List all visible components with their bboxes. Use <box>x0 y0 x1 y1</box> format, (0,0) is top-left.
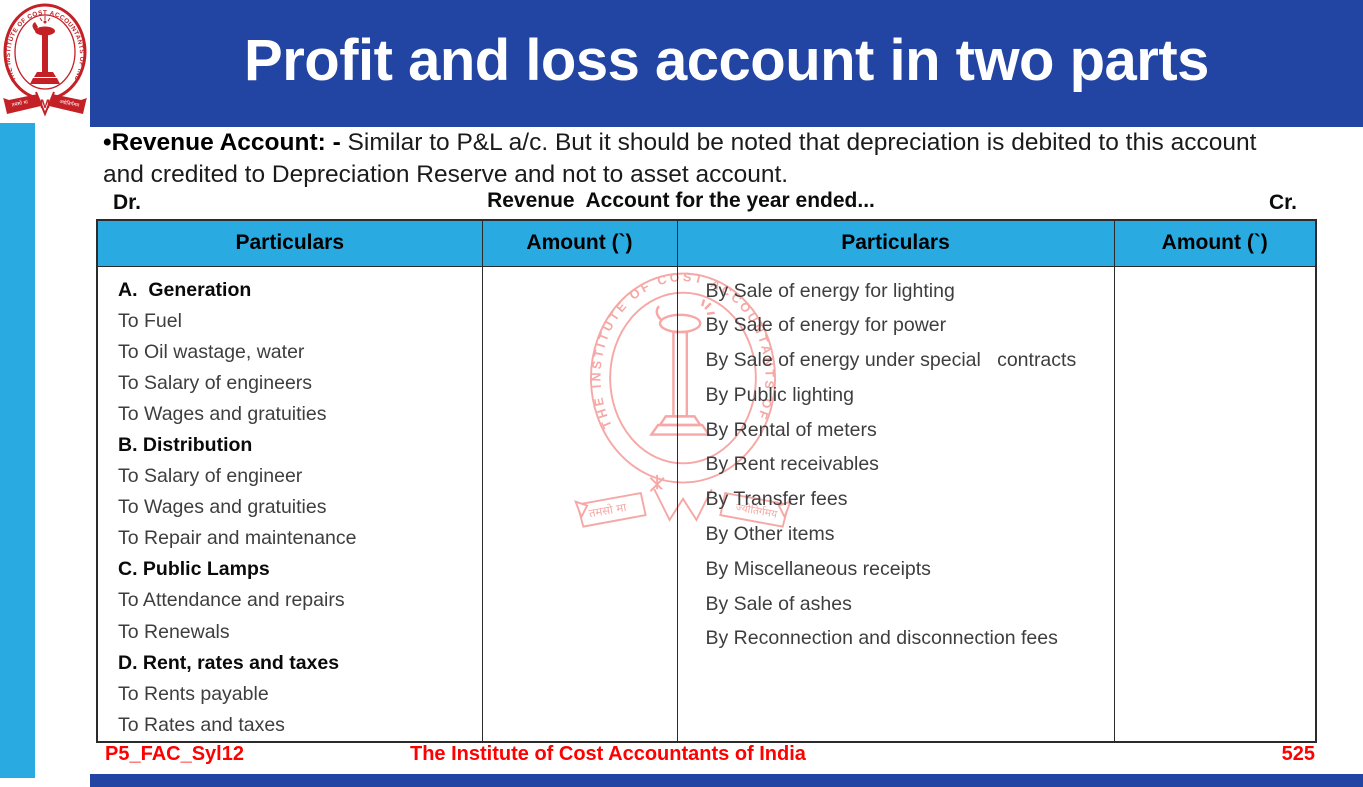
revenue-account-table: Particulars Amount (`) Particulars Amoun… <box>96 219 1317 743</box>
revenue-account-table-wrap: THE INSTITUTE OF COST ACCOUNTANTS OF IND… <box>96 219 1317 743</box>
credit-item: By Sale of energy for power <box>705 314 947 337</box>
svg-text:तमसो मा: तमसो मा <box>11 98 29 108</box>
col-header-particulars-credit: Particulars <box>676 219 1115 267</box>
credit-item: By Sale of ashes <box>705 592 852 615</box>
debit-item: To Wages and gratuities <box>118 496 327 519</box>
debit-item: To Fuel <box>118 309 182 332</box>
credit-item: By Transfer fees <box>705 488 848 511</box>
credit-item: By Miscellaneous receipts <box>705 557 931 580</box>
debit-items-list: A. Generation To Fuel To Oil wastage, wate… <box>98 267 482 741</box>
debit-item: To Rates and taxes <box>118 713 285 736</box>
slide-header-banner: Profit and loss account in two parts <box>90 0 1363 127</box>
footer-institute-name: The Institute of Cost Accountants of Ind… <box>410 743 806 765</box>
debit-item: To Salary of engineer <box>118 465 303 488</box>
debit-item: C. Public Lamps <box>118 558 270 581</box>
revenue-account-note: •Revenue Account: - Similar to P&L a/c. … <box>103 127 1298 190</box>
debit-item: To Oil wastage, water <box>118 340 305 363</box>
debit-item: A. Generation <box>118 278 252 301</box>
debit-item: To Salary of engineers <box>118 371 313 394</box>
credit-items-list: By Sale of energy for lighting By Sale of… <box>678 267 1114 657</box>
account-title: Revenue Account for the year ended... <box>487 189 875 212</box>
debit-item: To Attendance and repairs <box>118 589 345 612</box>
credit-item: By Rent receivables <box>705 453 879 476</box>
credit-item: By Sale of energy under special contract… <box>705 349 1077 372</box>
account-title-row: Dr. Revenue Account for the year ended..… <box>96 189 1315 219</box>
footer-page-number: 525 <box>1281 743 1315 765</box>
col-header-amount-credit: Amount (`) <box>1113 219 1317 267</box>
debit-item: B. Distribution <box>118 433 253 456</box>
debit-particulars-cell: A. Generation To Fuel To Oil wastage, wate… <box>96 265 483 743</box>
debit-item: To Wages and gratuities <box>118 402 327 425</box>
svg-text:M: M <box>40 97 50 111</box>
bullet-body: Similar to P&L a/c. But it should be not… <box>103 129 1264 188</box>
bottom-accent-strip <box>90 774 1363 787</box>
credit-item: By Public lighting <box>705 383 855 406</box>
credit-amount-cell <box>1113 265 1317 743</box>
slide-title: Profit and loss account in two parts <box>244 28 1209 93</box>
col-header-particulars-debit: Particulars <box>96 219 483 267</box>
credit-item: By Sale of energy for lighting <box>705 279 955 302</box>
debit-item: To Renewals <box>118 620 230 643</box>
table-header-row: Particulars Amount (`) Particulars Amoun… <box>96 219 1317 267</box>
cr-label: Cr. <box>1268 191 1297 214</box>
dr-label: Dr. <box>113 191 142 214</box>
credit-particulars-cell: By Sale of energy for lighting By Sale of… <box>676 265 1115 743</box>
debit-item: To Rents payable <box>118 682 269 705</box>
credit-item: By Other items <box>705 523 835 546</box>
institute-logo-box: THE INSTITUTE OF COST ACCOUNTANTS OF IND… <box>0 0 90 123</box>
institute-seal-icon: THE INSTITUTE OF COST ACCOUNTANTS OF IND… <box>2 2 87 117</box>
svg-text:ज्योतिर्गमय: ज्योतिर्गमय <box>59 98 80 109</box>
debit-amount-cell <box>481 265 678 743</box>
debit-item: To Repair and maintenance <box>118 527 357 550</box>
col-header-amount-debit: Amount (`) <box>481 219 678 267</box>
bullet-lead: •Revenue Account: - <box>103 129 341 156</box>
footer-course-code: P5_FAC_Syl12 <box>105 743 244 765</box>
credit-item: By Rental of meters <box>705 418 877 441</box>
debit-item: D. Rent, rates and taxes <box>118 651 340 674</box>
credit-item: By Reconnection and disconnection fees <box>705 627 1058 650</box>
left-accent-strip <box>0 123 35 778</box>
table-body-row: A. Generation To Fuel To Oil wastage, wate… <box>96 265 1317 743</box>
